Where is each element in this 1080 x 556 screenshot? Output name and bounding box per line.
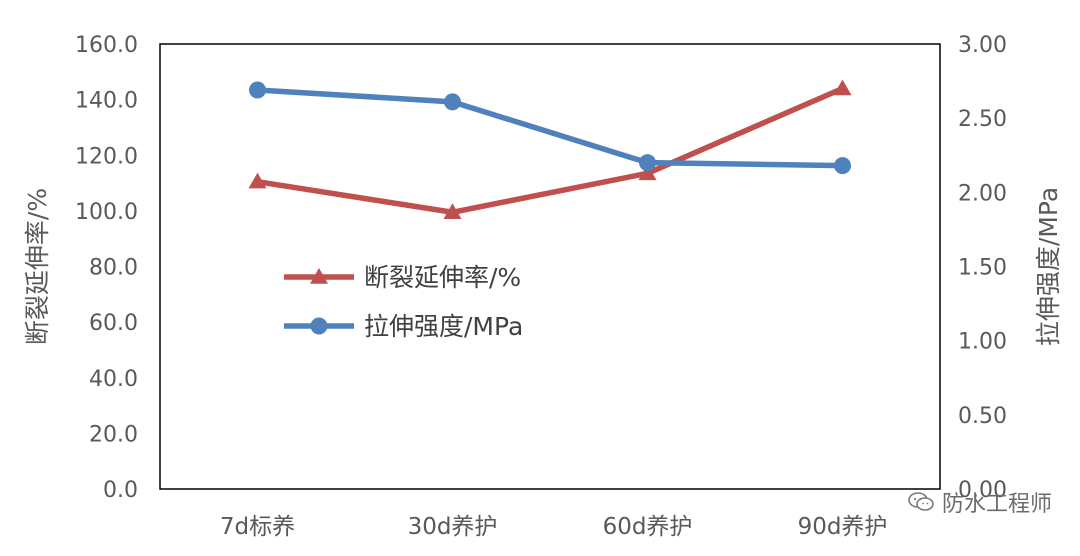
plot-border xyxy=(159,43,941,490)
right-tick-label: 2.50 xyxy=(958,107,1007,132)
right-tick-label: 0.00 xyxy=(958,478,1007,503)
data-point-tensile-strength xyxy=(639,154,656,172)
data-point-elongation xyxy=(443,203,462,220)
left-tick-label: 80.0 xyxy=(89,256,138,281)
right-tick-label: 2.00 xyxy=(958,181,1007,206)
x-tick-label: 90d养护 xyxy=(798,514,888,540)
left-tick-label: 140.0 xyxy=(75,89,138,114)
series-line-tensile-strength xyxy=(254,87,846,169)
legend-marker-elongation xyxy=(310,268,328,284)
legend-label-tensile-strength: 拉伸强度/MPa xyxy=(364,312,523,341)
right-tick-label: 1.50 xyxy=(958,256,1007,281)
left-tick-label: 100.0 xyxy=(75,200,138,225)
left-tick-label: 120.0 xyxy=(75,144,138,169)
data-point-tensile-strength xyxy=(834,157,851,175)
right-tick-label: 0.50 xyxy=(958,404,1007,429)
legend-label-elongation: 断裂延伸率/% xyxy=(364,263,521,292)
left-tick-label: 60.0 xyxy=(89,311,138,336)
left-axis-title: 断裂延伸率/% xyxy=(23,188,52,345)
series-line-elongation xyxy=(254,85,846,216)
x-tick-label: 60d养护 xyxy=(603,514,693,540)
legend-marker-tensile-strength xyxy=(310,317,328,335)
x-tick-label: 30d养护 xyxy=(408,514,498,540)
right-axis-title: 拉伸强度/MPa xyxy=(1034,187,1063,346)
watermark: 防水工程师 xyxy=(908,486,1052,518)
data-point-tensile-strength xyxy=(249,81,266,99)
watermark-text: 防水工程师 xyxy=(941,492,1052,517)
right-tick-label: 1.00 xyxy=(958,330,1007,355)
left-tick-label: 20.0 xyxy=(89,422,138,447)
left-tick-label: 160.0 xyxy=(75,33,138,58)
right-tick-label: 3.00 xyxy=(958,33,1007,58)
left-tick-label: 40.0 xyxy=(89,367,138,392)
left-tick-label: 0.0 xyxy=(103,478,138,503)
wechat-icon xyxy=(908,492,934,511)
data-point-elongation xyxy=(248,172,267,189)
data-point-elongation xyxy=(833,79,852,96)
data-point-tensile-strength xyxy=(444,93,461,111)
data-point-elongation xyxy=(638,164,657,181)
x-tick-label: 7d标养 xyxy=(220,514,295,540)
